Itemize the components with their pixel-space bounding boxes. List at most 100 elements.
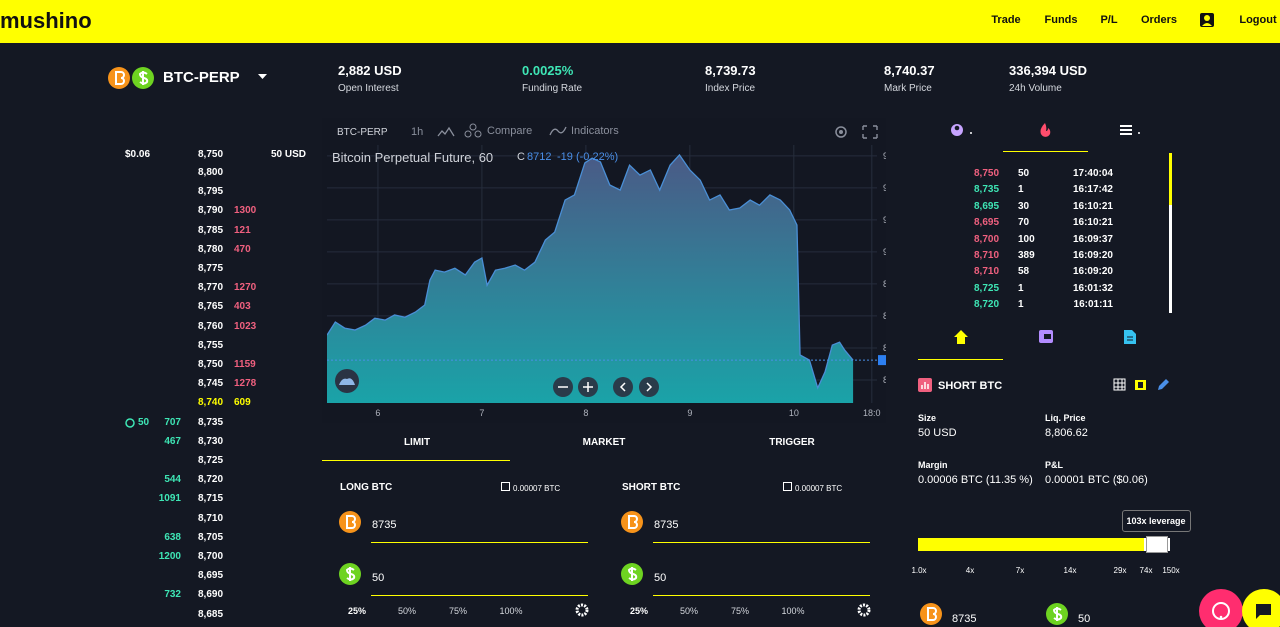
position-size: 50 xyxy=(1078,613,1091,625)
percent-button[interactable]: 100% xyxy=(781,606,805,616)
tab-underline xyxy=(322,460,510,461)
usd-icon xyxy=(339,563,361,585)
book-bid-size: 544 xyxy=(164,474,181,486)
order-balance: 0.00007 BTC xyxy=(795,484,843,493)
chart-symbol[interactable]: BTC-PERP xyxy=(337,127,388,138)
btc-icon xyxy=(339,511,361,533)
book-ask-size: 1159 xyxy=(234,359,256,370)
leverage-scale-label: 4x xyxy=(965,566,975,575)
nav-link[interactable]: P/L xyxy=(1100,14,1118,26)
book-price: 8,695 xyxy=(198,570,224,582)
trade-size: 389 xyxy=(1018,250,1035,261)
percent-button[interactable]: 50% xyxy=(397,606,417,616)
leverage-scale-label: 7x xyxy=(1015,566,1025,575)
nav-link[interactable]: Logout xyxy=(1239,14,1277,26)
book-position-size: 50 USD xyxy=(271,149,307,160)
input-underline xyxy=(371,542,588,543)
position-field-label: P&L xyxy=(1045,460,1063,470)
user-icon[interactable] xyxy=(1199,12,1217,30)
order-type-tab[interactable]: LIMIT xyxy=(403,437,431,448)
market-symbol[interactable]: BTC-PERP xyxy=(163,69,240,86)
stat-label: Index Price xyxy=(705,83,756,94)
chart-indicators[interactable]: Indicators xyxy=(571,125,619,137)
chart-legend-close: 8712 xyxy=(527,151,552,163)
percent-button[interactable]: 25% xyxy=(629,606,649,616)
position-field-label: Liq. Price xyxy=(1045,413,1086,423)
trade-size: 1 xyxy=(1018,299,1024,311)
leverage-tooltip-box xyxy=(1122,510,1191,532)
chart-type-icon[interactable] xyxy=(437,124,455,138)
y-tick-label: 8750 xyxy=(883,343,886,353)
nav-link[interactable]: Trade xyxy=(991,14,1021,26)
book-ask-size: 1300 xyxy=(234,205,257,217)
book-bid-size: 467 xyxy=(164,435,181,447)
trade-time: 16:17:42 xyxy=(1072,184,1113,196)
book-price: 8,745 xyxy=(198,378,224,390)
y-tick-label: 9250 xyxy=(883,183,886,193)
settings-icon[interactable] xyxy=(857,603,871,617)
book-price: 8,720 xyxy=(198,474,224,486)
stat-label: Funding Rate xyxy=(522,83,583,94)
order-size-input[interactable]: 50 xyxy=(654,572,667,584)
area-fill xyxy=(327,154,854,403)
top-bar xyxy=(0,0,1280,43)
order-size-input[interactable]: 50 xyxy=(372,572,385,584)
trade-time: 16:01:11 xyxy=(1073,299,1113,311)
leverage-tooltip: 103x leverage xyxy=(1126,516,1186,526)
trade-time: 16:10:21 xyxy=(1072,200,1113,212)
help-buttons[interactable] xyxy=(1198,589,1280,627)
stat-label: 24h Volume xyxy=(1009,83,1062,94)
chart-interval[interactable]: 1h xyxy=(411,126,424,138)
trade-size: 1 xyxy=(1018,282,1024,294)
percent-button[interactable]: 25% xyxy=(347,606,367,616)
book-price: 8,755 xyxy=(198,339,224,351)
chart-tools[interactable] xyxy=(833,124,881,140)
book-price: 8,775 xyxy=(198,263,224,274)
trades-tabs[interactable] xyxy=(945,118,1145,142)
trade-price: 8,695 xyxy=(974,200,1000,212)
order-type-tab[interactable]: MARKET xyxy=(582,437,626,448)
book-price: 8,705 xyxy=(198,531,224,543)
coin-glyph xyxy=(628,515,638,529)
book-bid-size: 707 xyxy=(164,416,181,428)
price-chart: 8650 8750 8850 8950 9050 9150 9250 9350 6 7 8 9 10 18… xyxy=(327,145,886,418)
stat-value: 336,394 USD xyxy=(1009,63,1088,78)
order-type-tab[interactable]: TRIGGER xyxy=(769,437,815,448)
stat-label: Open Interest xyxy=(338,83,399,94)
trade-size: 50 xyxy=(1018,168,1030,179)
percent-button[interactable]: 50% xyxy=(679,606,699,616)
book-price: 8,700 xyxy=(198,551,224,562)
book-ask-size: 121 xyxy=(234,224,251,236)
scrollbar-thumb[interactable] xyxy=(1169,153,1172,205)
leverage-scale-label: 74x xyxy=(1139,566,1153,575)
btc-icon xyxy=(621,511,643,533)
usd-icon xyxy=(1046,603,1068,625)
order-price-input[interactable]: 8735 xyxy=(372,519,397,531)
nav-link[interactable]: Funds xyxy=(1044,14,1078,26)
leverage-handle[interactable] xyxy=(1146,536,1168,553)
leverage-fill xyxy=(918,538,1144,551)
position-icons[interactable] xyxy=(918,377,1178,393)
panel-tabs[interactable] xyxy=(950,327,1140,347)
last-price-tag xyxy=(878,355,886,366)
position-field-value: 50 USD xyxy=(918,427,957,439)
book-ask-size: 470 xyxy=(234,243,251,255)
book-price: 8,750 xyxy=(198,359,224,370)
order-price-input[interactable]: 8735 xyxy=(654,519,679,531)
book-bid-size: 638 xyxy=(164,531,181,543)
symbol-dropdown[interactable] xyxy=(258,74,268,80)
percent-button[interactable]: 75% xyxy=(448,606,468,616)
indicators-icon[interactable] xyxy=(549,125,567,137)
coin-glyph xyxy=(346,515,356,529)
percent-button[interactable]: 75% xyxy=(730,606,750,616)
position-price: 8735 xyxy=(952,613,977,625)
chart-controls[interactable] xyxy=(333,368,673,400)
percent-button[interactable]: 100% xyxy=(499,606,523,616)
settings-icon[interactable] xyxy=(575,603,589,617)
nav-link[interactable]: Orders xyxy=(1140,14,1178,26)
chart-compare[interactable]: Compare xyxy=(487,125,533,137)
x-tick-label: 8 xyxy=(583,408,588,418)
compare-icon[interactable] xyxy=(463,123,483,139)
brand: mushino xyxy=(0,8,92,33)
